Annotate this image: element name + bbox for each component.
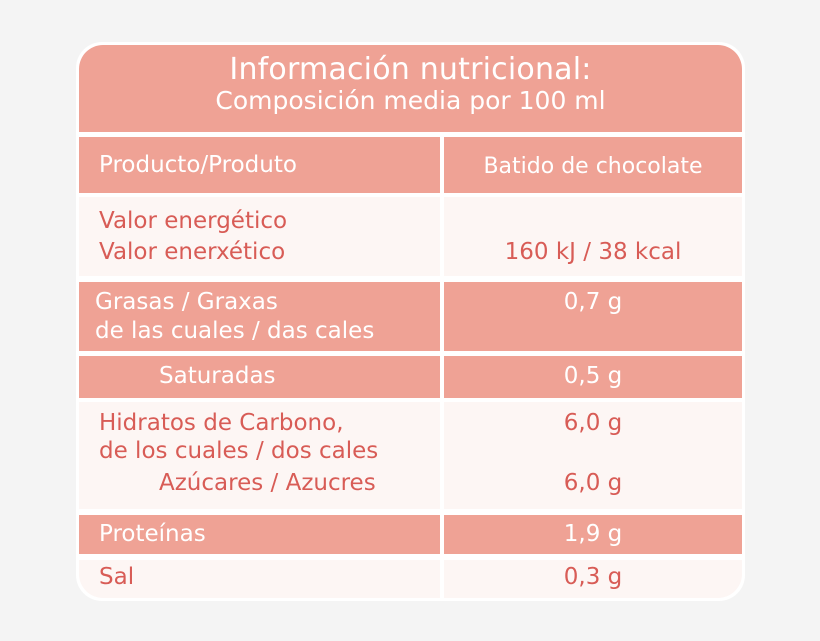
column-header-value: Batido de chocolate (444, 137, 742, 193)
column-header-value-label: Batido de chocolate (483, 154, 703, 179)
column-header-product: Producto/Produto (79, 137, 440, 193)
row-value: 160 kJ / 38 kcal (504, 239, 682, 265)
table-row-fat-label: Grasas / Graxas de las cuales / das cale… (79, 282, 440, 351)
row-value: 6,0 g (563, 410, 623, 436)
table-row-carbs-label: Hidratos de Carbono, de los cuales / dos… (79, 402, 440, 509)
row-label-line1: Sal (99, 564, 135, 590)
row-label-line1: Valor energético (99, 208, 288, 234)
row-label-line2: de las cuales / das cales (95, 318, 375, 344)
table-title: Información nutricional: (229, 52, 592, 87)
table-row-salt-value: 0,3 g (444, 560, 742, 598)
table-row-fat-value: 0,7 g (444, 282, 742, 351)
table-row-salt-label: Sal (79, 560, 440, 598)
table-subtitle: Composición media por 100 ml (215, 86, 606, 115)
row-label-line2: de los cuales / dos cales (99, 438, 379, 464)
row-value: 0,7 g (563, 289, 623, 315)
row-label-line1: Proteínas (99, 521, 206, 547)
table-title-block: Información nutricional: Composición med… (79, 45, 742, 132)
row-label-line1: Saturadas (159, 363, 276, 389)
table-row-saturated-value: 0,5 g (444, 356, 742, 398)
column-header-product-label: Producto/Produto (99, 152, 297, 178)
row-label-line3: Azúcares / Azucres (159, 470, 376, 496)
table-row-protein-value: 1,9 g (444, 515, 742, 554)
row-label-line2: Valor enerxético (99, 239, 286, 265)
table-row-protein-label: Proteínas (79, 515, 440, 554)
table-row-energy-value: 160 kJ / 38 kcal (444, 197, 742, 276)
row-value: 1,9 g (563, 521, 623, 547)
table-row-energy-label: Valor energético Valor enerxético (79, 197, 440, 276)
row-label-line1: Hidratos de Carbono, (99, 410, 344, 436)
table-row-saturated-label: Saturadas (79, 356, 440, 398)
row-label-line1: Grasas / Graxas (95, 289, 278, 315)
row-value: 0,5 g (563, 363, 623, 389)
row-value-sugars: 6,0 g (563, 470, 623, 496)
table-row-carbs-value: 6,0 g 6,0 g (444, 402, 742, 509)
row-value: 0,3 g (563, 564, 623, 590)
